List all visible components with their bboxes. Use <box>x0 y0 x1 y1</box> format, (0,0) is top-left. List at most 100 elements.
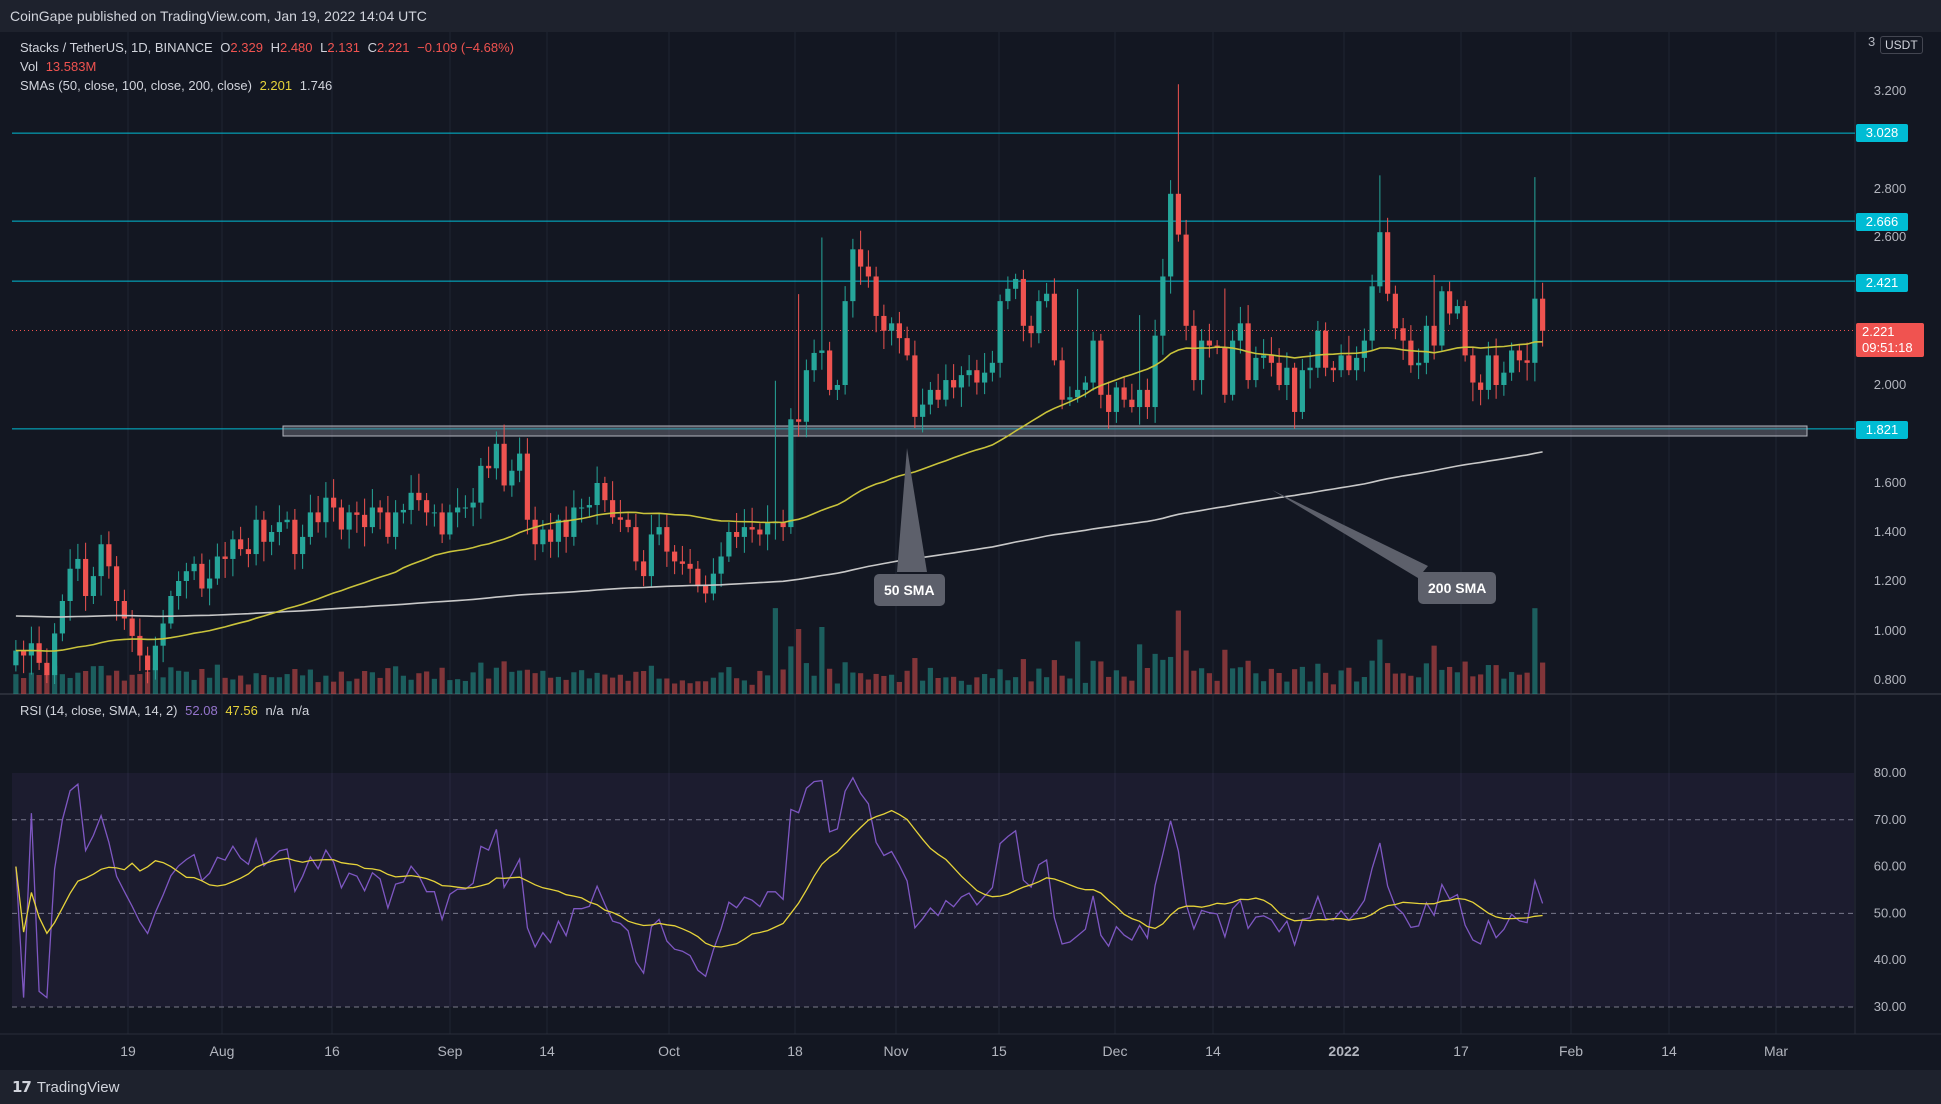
volume-bar <box>121 680 127 694</box>
volume-bar <box>881 675 887 694</box>
volume-bar <box>679 680 685 694</box>
rsi-tick-label: 60.00 <box>1874 859 1907 874</box>
volume-bar <box>447 680 453 694</box>
sma50-value: 2.201 <box>259 78 293 93</box>
candle-body <box>617 517 623 520</box>
volume-bar <box>385 668 391 694</box>
volume-bar <box>1454 672 1460 694</box>
volume-bar <box>1137 644 1143 694</box>
currency-button[interactable]: USDT <box>1880 36 1923 54</box>
volume-bar <box>59 674 65 694</box>
candle-body <box>83 558 89 596</box>
volume-bar <box>90 666 96 694</box>
candle-body <box>1330 367 1336 371</box>
candle-body <box>648 534 654 577</box>
candle-body <box>1183 234 1189 326</box>
open-value: 2.329 <box>230 40 263 55</box>
tradingview-logo[interactable]: 𝟭𝟳 TradingView <box>12 1078 119 1097</box>
volume-bar <box>1509 672 1515 694</box>
candle-body <box>1253 357 1259 381</box>
rsi-sma-value: 47.56 <box>225 703 258 718</box>
candle-body <box>586 505 592 508</box>
candle-body <box>734 532 740 537</box>
vol-value: 13.583M <box>45 59 97 74</box>
candle-body <box>834 385 840 390</box>
volume-bar <box>734 678 740 694</box>
volume-bar <box>199 668 205 694</box>
volume-bar <box>114 670 120 694</box>
support-zone <box>282 425 1808 437</box>
candle-body <box>896 323 902 339</box>
candle-body <box>1524 360 1530 363</box>
candle-body <box>974 370 980 383</box>
candle-body <box>548 529 554 542</box>
volume-bar <box>1214 680 1220 694</box>
candle-body <box>664 527 670 552</box>
volume-bar <box>1478 674 1484 694</box>
volume-bar <box>176 670 182 694</box>
volume-bar <box>1315 663 1321 694</box>
chart-grid <box>0 32 1941 1035</box>
candle-body <box>1516 350 1522 361</box>
volume-bar <box>1106 676 1112 694</box>
price-tick-label: 1.400 <box>1874 524 1907 539</box>
rsi-sma-line <box>15 809 1543 948</box>
volume-bar <box>710 677 716 694</box>
volume-bar <box>1121 676 1127 694</box>
candle-body <box>1144 389 1150 408</box>
candle-body <box>718 556 724 574</box>
volume-bar <box>796 629 802 694</box>
candle-body <box>470 502 476 508</box>
volume-bar <box>486 678 492 694</box>
volume-bar <box>214 664 220 694</box>
volume-bar <box>160 677 166 694</box>
close-label: C <box>367 40 377 55</box>
volume-bar <box>28 672 34 694</box>
candle-body <box>858 249 864 267</box>
volume-bar <box>656 678 662 694</box>
candle-body <box>300 536 306 555</box>
volume-bar <box>346 681 352 694</box>
candle-body <box>230 539 236 559</box>
time-tick-label: 14 <box>1661 1043 1677 1059</box>
candle-body <box>199 563 205 589</box>
candle-body <box>338 507 344 530</box>
candle-body <box>1299 370 1305 412</box>
volume-bar <box>1385 663 1391 694</box>
volume-bar <box>811 675 817 694</box>
price-tick-label: 1.200 <box>1874 573 1907 588</box>
volume-bar <box>997 669 1003 694</box>
candle-body <box>873 276 879 316</box>
volume-bar <box>586 678 592 694</box>
candle-body <box>400 509 406 513</box>
price-chart[interactable]: 3.200 2.800 2.600 2.000 1.600 1.400 1.200 1.000… <box>0 0 1941 1070</box>
horizontal-levels <box>12 132 1855 430</box>
candle-body <box>1261 355 1267 358</box>
volume-bar <box>1020 659 1026 694</box>
candle-body <box>827 350 833 390</box>
candle-body <box>176 581 182 596</box>
volume-bar <box>152 667 158 694</box>
volume-bar <box>1051 660 1057 694</box>
candle-body <box>207 578 213 589</box>
sma200-value: 1.746 <box>299 78 333 93</box>
candle-body <box>160 623 166 646</box>
time-tick-label: 14 <box>539 1043 555 1059</box>
volume-bar <box>951 676 957 694</box>
candle-body <box>90 576 96 596</box>
rsi-line <box>15 776 1544 999</box>
volume-bar <box>548 677 554 694</box>
volume-bar <box>462 680 468 694</box>
candle-body <box>594 483 600 506</box>
volume-bar <box>842 662 848 694</box>
candles <box>13 84 1546 685</box>
volume-bar <box>300 675 306 694</box>
candle-body <box>21 650 27 656</box>
candle-body <box>447 512 453 535</box>
high-label: H <box>270 40 280 55</box>
level-label-1821: 1.821 <box>1856 421 1908 439</box>
candle-body <box>276 522 282 532</box>
volume-bar <box>1028 681 1034 694</box>
candle-body <box>245 549 251 555</box>
volume-bar <box>687 683 693 694</box>
